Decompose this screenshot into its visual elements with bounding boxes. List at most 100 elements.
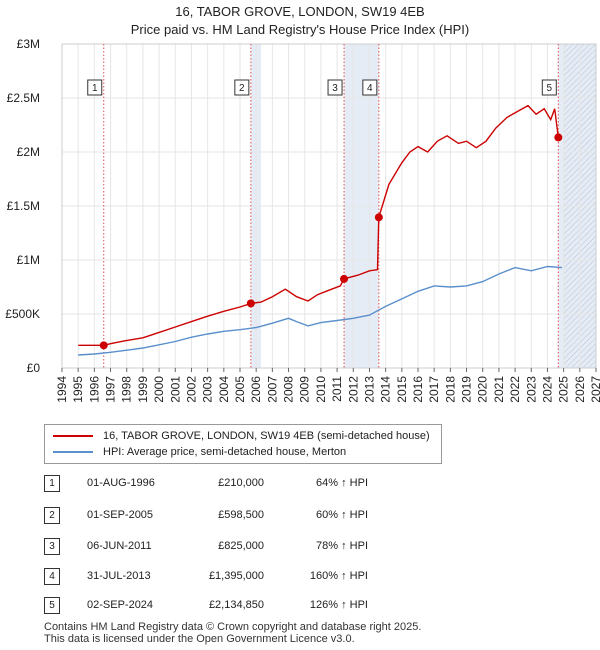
chart-subtitle: Price paid vs. HM Land Registry's House … [130,22,470,37]
transaction-date: 06-JUN-2011 [87,540,152,552]
sale-label-frame [541,79,557,96]
sale-label-number: 5 [547,83,553,94]
x-tick-label: 1999 [136,376,150,403]
x-tick-label: 1997 [104,376,118,403]
x-tick-label: 2008 [282,376,296,403]
x-tick-label: 2020 [476,376,490,403]
y-tick-label: £1M [17,253,40,267]
legend: 16, TABOR GROVE, LONDON, SW19 4EB (semi-… [44,424,442,464]
y-tick-label: £0 [27,361,41,375]
x-tick-label: 2007 [265,376,279,403]
x-tick-label: 2023 [524,376,538,403]
transaction-number: 2 [44,507,60,524]
x-tick-label: 2009 [298,376,312,403]
x-tick-label: 2027 [589,376,600,403]
x-tick-label: 2010 [314,376,328,403]
x-tick-label: 2003 [201,376,215,403]
transaction-hpi: 78% ↑ HPI [316,540,368,552]
transaction-row: 5 02-SEP-2024 £2,134,850 126% ↑ HPI [44,597,444,615]
legend-swatch-property [53,435,93,437]
transaction-row: 1 01-AUG-1996 £210,000 64% ↑ HPI [44,475,444,493]
x-tick-label: 1998 [120,376,134,403]
transaction-row: 3 06-JUN-2011 £825,000 78% ↑ HPI [44,538,444,556]
transaction-number: 5 [44,597,60,614]
y-tick-label: £2M [17,145,40,159]
transaction-hpi: 126% ↑ HPI [309,599,368,611]
x-tick-label: 2017 [427,376,441,403]
x-tick-label: 2002 [184,376,198,403]
x-tick-label: 2011 [330,376,344,402]
transaction-price: £825,000 [218,540,264,552]
transaction-number: 4 [44,568,60,585]
x-tick-label: 2006 [249,376,263,403]
x-tick-label: 2004 [217,376,231,403]
transaction-price: £1,395,000 [208,570,264,582]
transaction-row: 2 01-SEP-2005 £598,500 60% ↑ HPI [44,507,444,525]
footer-license: This data is licensed under the Open Gov… [44,633,355,645]
transaction-hpi: 160% ↑ HPI [309,570,368,582]
transaction-hpi: 60% ↑ HPI [316,509,368,521]
x-tick-label: 2026 [573,376,587,403]
transaction-number: 1 [44,475,60,492]
series-line [78,265,563,356]
sale-label-box: 2 [234,79,250,96]
legend-item-property: 16, TABOR GROVE, LONDON, SW19 4EB (semi-… [53,428,430,444]
plot-frame [61,43,597,369]
legend-swatch-hpi [53,451,93,453]
transaction-price: £2,134,850 [208,599,264,611]
chart-title: 16, TABOR GROVE, LONDON, SW19 4EB [175,4,425,19]
sale-label-frame [327,79,343,96]
sale-label-box: 3 [327,79,343,96]
y-tick-label: £2.5M [7,91,40,105]
x-tick-label: 2013 [362,376,376,403]
sale-label-box: 5 [541,79,557,96]
x-tick-label: 1996 [87,376,101,403]
sale-label-box: 4 [362,79,378,96]
transaction-date: 02-SEP-2024 [87,599,154,611]
sale-point [99,341,108,350]
x-tick-label: 2000 [152,376,166,403]
x-tick-label: 2014 [379,376,393,403]
x-tick-label: 2021 [492,376,506,403]
footer-copyright: Contains HM Land Registry data © Crown c… [44,621,422,633]
x-tick-label: 2024 [540,376,554,403]
transaction-price: £210,000 [218,477,264,489]
sale-label-frame [87,79,103,96]
x-tick-label: 2005 [233,376,247,403]
x-tick-label: 1995 [71,376,85,403]
sale-label-number: 1 [92,83,98,94]
sale-point [554,133,563,142]
x-tick-label: 2022 [508,376,522,403]
legend-label-hpi: HPI: Average price, semi-detached house,… [103,446,347,458]
x-tick-label: 1994 [55,376,69,403]
sale-point [340,274,349,283]
x-tick-label: 2012 [346,376,360,403]
transaction-price: £598,500 [218,509,264,521]
legend-item-hpi: HPI: Average price, semi-detached house,… [53,444,346,460]
transaction-row: 4 31-JUL-2013 £1,395,000 160% ↑ HPI [44,568,444,586]
sale-point [374,213,383,222]
y-tick-label: £1.5M [7,199,40,213]
transaction-number: 3 [44,538,60,555]
transaction-date: 31-JUL-2013 [87,570,151,582]
y-tick-label: £500K [5,307,40,321]
sale-label-number: 4 [367,83,373,94]
sale-label-number: 3 [332,83,338,94]
x-tick-label: 2025 [557,376,571,403]
x-tick-label: 2019 [460,376,474,403]
x-tick-label: 2016 [411,376,425,403]
transaction-hpi: 64% ↑ HPI [316,477,368,489]
x-tick-label: 2015 [395,376,409,403]
sale-label-number: 2 [239,83,245,94]
x-tick-label: 2018 [443,376,457,403]
y-tick-label: £3M [17,37,40,51]
sale-point [246,299,255,308]
sale-label-frame [234,79,250,96]
series-line [78,104,563,346]
transaction-date: 01-SEP-2005 [87,509,154,521]
legend-label-property: 16, TABOR GROVE, LONDON, SW19 4EB (semi-… [103,430,430,442]
sale-label-box: 1 [87,79,103,96]
x-tick-label: 2001 [168,376,182,403]
transaction-date: 01-AUG-1996 [87,477,155,489]
